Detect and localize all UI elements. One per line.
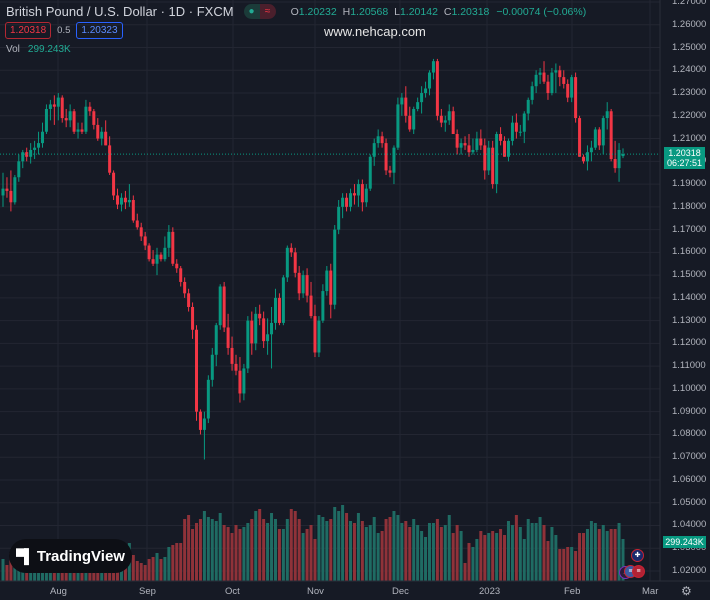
time-tick-label: Mar [642,586,659,597]
volume-legend[interactable]: Vol 299.243K [6,44,71,55]
price-tick-label: 1.26000 [672,18,707,30]
symbol-title[interactable]: British Pound / U.S. Dollar · 1D · FXCM [6,4,234,19]
bid-ask-row: 1.20318 0.5 1.20323 [5,22,123,39]
logo-text: TradingView [36,547,125,565]
time-tick-label: Dec [392,586,409,597]
price-tick-label: 1.23000 [672,87,707,99]
price-tick-label: 1.19000 [672,178,707,190]
market-status-pill[interactable]: ● ≈ [243,4,276,19]
us-flag-event-icon-2[interactable]: ≡ [632,565,645,578]
time-tick-label: Oct [225,586,240,597]
volume-value: 299.243K [27,44,71,55]
price-tick-label: 1.25000 [672,41,707,53]
price-tick-label: 1.16000 [672,246,707,258]
price-tick-label: 1.15000 [672,269,707,281]
high-value: 1.20568 [350,5,389,18]
tradingview-logo[interactable]: ▀▌ TradingView [9,539,132,573]
change-value: −0.00074 (−0.06%) [496,5,587,18]
price-tick-label: 1.02000 [672,565,707,576]
price-tick-label: 1.11000 [672,360,706,372]
buy-button[interactable]: 1.20323 [76,22,123,39]
time-tick-label: Sep [139,586,156,597]
time-tick-label: Nov [307,586,324,597]
price-tick-label: 1.18000 [672,200,707,212]
high-label: H [342,5,351,18]
price-tick-label: 1.12000 [672,337,707,349]
chart-legend: British Pound / U.S. Dollar · 1D · FXCM … [6,4,586,19]
price-tick-label: 1.10000 [672,382,707,394]
price-tick-label: 1.27000 [672,0,707,7]
price-tick-label: 1.04000 [672,519,707,531]
volume-price-tag: 299.243K [663,536,706,548]
price-tick-label: 1.07000 [672,451,707,463]
price-tick-label: 1.13000 [672,314,707,326]
time-tick-label: Feb [564,586,581,597]
price-tick-label: 1.05000 [672,496,707,508]
price-tick-label: 1.06000 [672,473,707,485]
time-axis[interactable]: Aug Sep Oct Nov Dec 2023 Feb Mar [0,581,710,600]
price-tick-label: 1.09000 [672,405,707,417]
price-tick-label: 1.14000 [672,291,707,303]
watermark-text: www.nehcap.com [324,24,426,39]
bar-countdown: 06:27:51 [666,158,703,168]
gear-icon[interactable]: ⚙ [681,584,692,598]
open-label: O [290,5,299,18]
green-dot-icon: ● [243,4,260,19]
open-value: 1.20232 [298,5,337,18]
low-value: 1.20142 [399,5,438,18]
sell-button[interactable]: 1.20318 [5,22,52,39]
red-bars-icon: ≈ [259,4,276,19]
spread-value: 0.5 [57,25,71,36]
price-tick-label: 1.17000 [672,223,707,235]
candlestick-series [1,58,625,460]
close-value: 1.20318 [451,5,490,18]
last-price-value: 1.20318 [668,148,701,158]
tradingview-logo-icon: ▀▌ [16,548,34,564]
price-tick-label: 1.22000 [672,109,707,121]
last-price-tag: 1.20318 06:27:51 [664,147,705,169]
low-label: L [394,5,400,18]
price-tick-label: 1.24000 [672,64,707,76]
ohlc-values: O1.20232 H1.20568 L1.20142 C1.20318 −0.0… [288,6,587,18]
time-tick-label: Aug [50,586,67,597]
close-label: C [443,5,452,18]
price-tick-label: 1.08000 [672,428,707,440]
volume-label: Vol [6,44,20,55]
price-tick-label: 1.21000 [672,132,707,144]
time-tick-label: 2023 [479,586,501,597]
uk-flag-event-icon[interactable]: ✚ [631,549,644,562]
